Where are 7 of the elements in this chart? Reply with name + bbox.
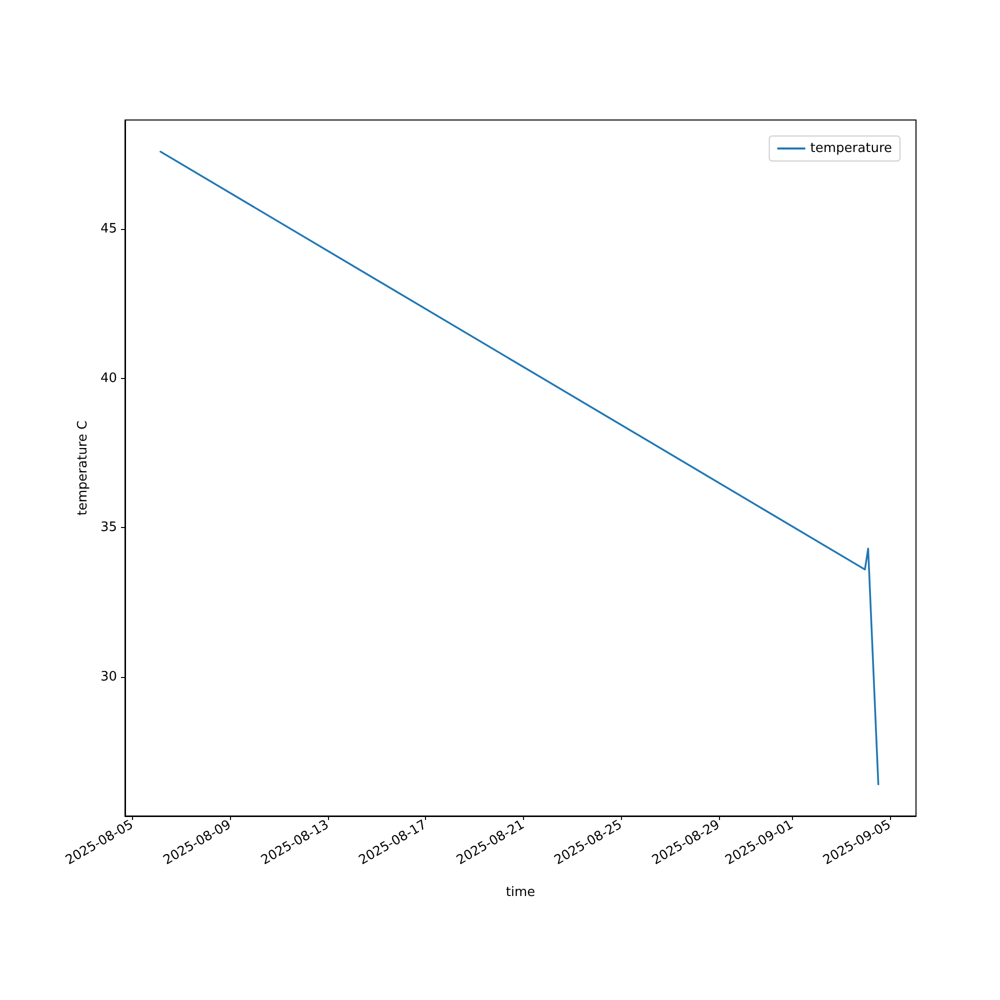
y-axis-title: temperature C (76, 420, 91, 516)
y-tick-label: 30 (100, 669, 117, 684)
y-tick-label: 40 (100, 370, 117, 386)
legend-label: temperature (810, 141, 892, 156)
x-axis-title: time (506, 885, 536, 900)
y-tick-label: 35 (100, 520, 117, 536)
y-tick-label: 45 (100, 222, 117, 237)
